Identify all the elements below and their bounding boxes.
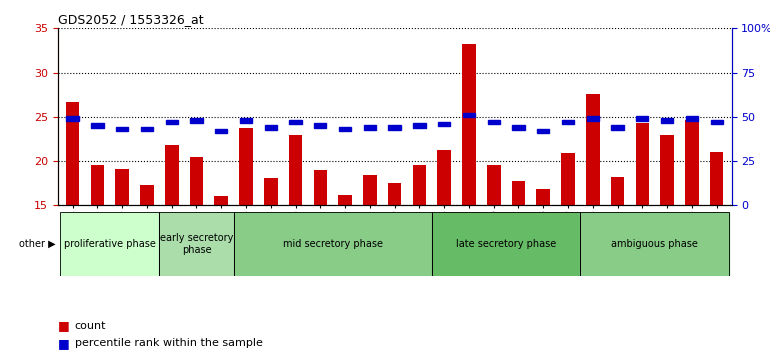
Bar — [562, 120, 574, 124]
Bar — [581, 212, 729, 276]
Text: ambiguous phase: ambiguous phase — [611, 239, 698, 249]
Bar — [190, 118, 203, 122]
Bar — [314, 124, 326, 128]
Bar — [635, 123, 649, 205]
Text: ■: ■ — [58, 337, 69, 350]
Bar — [92, 124, 103, 128]
Bar — [636, 116, 648, 121]
Bar — [587, 116, 599, 121]
Bar — [91, 165, 104, 205]
Bar — [141, 127, 153, 131]
Bar — [289, 135, 303, 205]
Bar — [339, 127, 351, 131]
Bar — [487, 165, 500, 205]
Bar — [413, 124, 426, 128]
Text: percentile rank within the sample: percentile rank within the sample — [75, 338, 263, 348]
Bar — [65, 102, 79, 205]
Bar — [189, 156, 203, 205]
Bar — [233, 212, 432, 276]
Bar — [711, 120, 723, 124]
Bar — [239, 128, 253, 205]
Text: count: count — [75, 321, 106, 331]
Bar — [363, 125, 376, 130]
Bar — [265, 125, 277, 130]
Bar — [313, 170, 327, 205]
Bar — [438, 122, 450, 126]
Bar — [537, 129, 549, 133]
Bar — [710, 152, 724, 205]
Bar — [338, 195, 352, 205]
Bar — [264, 178, 278, 205]
Bar — [363, 175, 377, 205]
Bar — [165, 145, 179, 205]
Bar — [159, 212, 233, 276]
Bar — [116, 169, 129, 205]
Bar — [290, 120, 302, 124]
Bar — [233, 212, 432, 276]
Bar — [462, 44, 476, 205]
Bar — [487, 120, 500, 124]
Text: early secretory
phase: early secretory phase — [160, 233, 233, 255]
Bar — [214, 195, 228, 205]
Bar — [166, 120, 178, 124]
Bar — [437, 150, 451, 205]
Bar — [60, 212, 159, 276]
Bar — [432, 212, 581, 276]
Text: other ▶: other ▶ — [18, 239, 55, 249]
Bar — [240, 118, 252, 122]
Bar — [511, 181, 525, 205]
Text: GDS2052 / 1553326_at: GDS2052 / 1553326_at — [58, 13, 203, 26]
Text: late secretory phase: late secretory phase — [456, 239, 556, 249]
Bar — [685, 120, 698, 205]
Bar — [537, 188, 550, 205]
Bar — [60, 212, 159, 276]
Bar — [661, 135, 674, 205]
Bar — [611, 177, 624, 205]
Bar — [432, 212, 581, 276]
Text: proliferative phase: proliferative phase — [64, 239, 156, 249]
Bar — [159, 212, 233, 276]
Bar — [512, 125, 524, 130]
Bar — [561, 153, 575, 205]
Text: ■: ■ — [58, 319, 69, 332]
Bar — [661, 118, 673, 122]
Bar — [388, 183, 401, 205]
Bar — [215, 129, 227, 133]
Text: mid secretory phase: mid secretory phase — [283, 239, 383, 249]
Bar — [389, 125, 400, 130]
Bar — [611, 125, 624, 130]
Bar — [116, 127, 129, 131]
Bar — [586, 94, 600, 205]
Bar — [140, 185, 154, 205]
Bar — [686, 116, 698, 121]
Bar — [581, 212, 729, 276]
Bar — [463, 113, 475, 117]
Bar — [413, 165, 427, 205]
Bar — [66, 116, 79, 121]
